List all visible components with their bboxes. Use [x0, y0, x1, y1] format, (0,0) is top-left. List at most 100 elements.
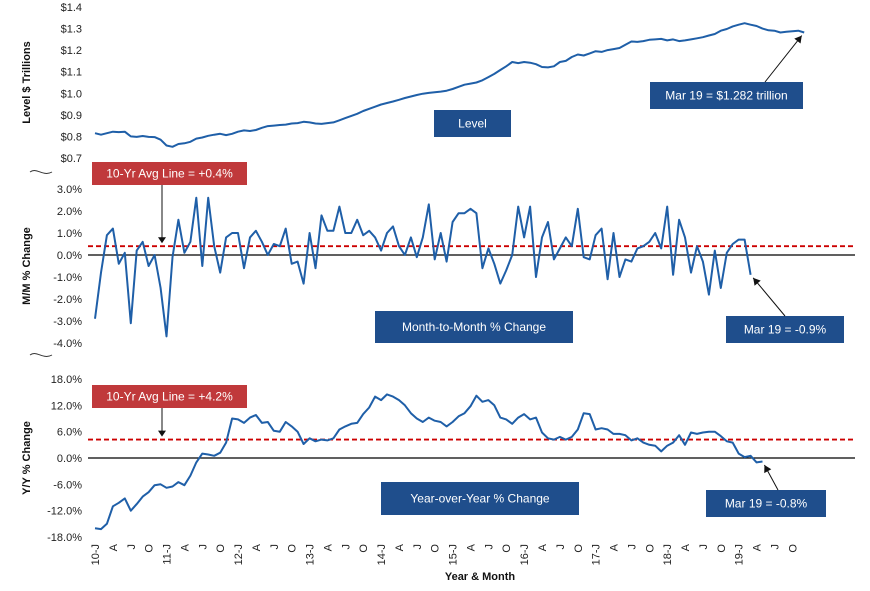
x-tick-label: O	[287, 544, 299, 553]
y-tick-label: $0.9	[61, 110, 82, 122]
series-label-box	[375, 311, 573, 343]
x-tick-label: 11-J	[162, 544, 174, 565]
x-tick-label: O	[644, 544, 656, 553]
y-axis-title: M/M % Change	[21, 227, 33, 305]
y-axis-title: Y/Y % Change	[21, 421, 33, 495]
y-tick-label: $0.7	[61, 153, 82, 165]
latest-value-callout-box	[706, 490, 826, 517]
x-tick-label: 14-J	[376, 544, 388, 565]
series-label: Level	[458, 117, 487, 131]
x-tick-label: 16-J	[519, 544, 531, 565]
x-tick-label: A	[537, 543, 549, 551]
latest-value-callout: Mar 19 = $1.282 trillion	[665, 89, 787, 103]
x-tick-label: 19-J	[734, 544, 746, 565]
y-tick-label: -1.0%	[53, 272, 82, 284]
x-tick-label: A	[322, 543, 334, 551]
x-tick-label: 18-J	[662, 544, 674, 565]
month-to-month-panel: 3.0% 2.0% 1.0% 0.0% -1.0% -2.0% -3.0% -4.0% M/M …	[21, 162, 855, 357]
x-tick-label: A	[609, 543, 621, 551]
callout-arrow-head	[753, 277, 761, 286]
y-tick-label: $1.3	[61, 24, 82, 36]
x-tick-label: 13-J	[305, 544, 317, 565]
x-tick-label: A	[251, 543, 263, 551]
callout-arrow-shaft	[764, 35, 803, 83]
x-tick-label: O	[787, 544, 799, 553]
y-tick-label: 1.0%	[57, 228, 82, 240]
x-tick-label: A	[680, 543, 692, 551]
year-over-year-panel: 18.0% 12.0% 6.0% 0.0% -6.0% -12.0% -18.0% Y/Y %…	[21, 374, 855, 544]
callout-arrow-head	[764, 465, 772, 474]
y-tick-label: -6.0%	[53, 479, 82, 491]
x-tick-label: J	[197, 544, 209, 550]
latest-value-callout-box	[726, 316, 844, 343]
y-tick-label: 2.0%	[57, 206, 82, 218]
y-tick-label: -18.0%	[47, 532, 82, 544]
y-tick-label: $0.8	[61, 131, 82, 143]
x-axis: 10-J A J O 11-J A J O 12-J A J O 13-J A J O 14-J A J O 15-J A…	[90, 543, 799, 583]
level-panel: $1.4 $1.3 $1.2 $1.1 $1.0 $0.9 $0.8 $0.7 Level $ …	[21, 2, 805, 174]
y-tick-label: -3.0%	[53, 316, 82, 328]
x-tick-label: J	[126, 544, 138, 550]
series-line	[94, 22, 805, 148]
x-tick-label: O	[430, 544, 442, 553]
callout-arrow-shaft	[752, 277, 786, 317]
x-tick-label: O	[215, 544, 227, 553]
x-tick-label: 15-J	[448, 544, 460, 565]
y-tick-label: 3.0%	[57, 184, 82, 196]
x-tick-label: 12-J	[233, 544, 245, 565]
x-tick-label: J	[698, 544, 710, 550]
axis-break-mark	[29, 353, 53, 357]
latest-value-callout: Mar 19 = -0.9%	[744, 323, 827, 337]
y-tick-label: -2.0%	[53, 294, 82, 306]
y-tick-label: -12.0%	[47, 506, 82, 518]
y-tick-label: -4.0%	[53, 338, 82, 350]
series-line	[94, 393, 763, 531]
x-tick-label: J	[555, 544, 567, 550]
y-tick-label: $1.2	[61, 45, 82, 57]
y-tick-label: 12.0%	[51, 400, 82, 412]
x-tick-label: A	[752, 543, 764, 551]
y-tick-label: 0.0%	[57, 453, 82, 465]
x-tick-label: O	[501, 544, 513, 553]
x-tick-label: A	[108, 543, 120, 551]
latest-value-callout-box	[650, 82, 803, 109]
x-tick-label: O	[573, 544, 585, 553]
x-axis-title: Year & Month	[445, 571, 516, 583]
x-tick-label: J	[769, 544, 781, 550]
y-tick-label: 6.0%	[57, 427, 82, 439]
y-tick-label: $1.1	[61, 67, 82, 79]
x-tick-label: A	[394, 543, 406, 551]
y-axis-title: Level $ Trillions	[21, 41, 33, 124]
axis-break-mark	[29, 170, 53, 174]
average-label-box	[92, 162, 247, 185]
series-line	[94, 196, 752, 338]
x-tick-label: A	[179, 543, 191, 551]
y-tick-label: $1.0	[61, 88, 82, 100]
average-arrow-head	[158, 237, 166, 244]
series-label: Month-to-Month % Change	[402, 320, 546, 334]
series-label-box	[381, 482, 579, 515]
average-arrow-head	[158, 430, 166, 437]
average-label: 10-Yr Avg Line = +0.4%	[106, 167, 233, 181]
x-tick-label: O	[716, 544, 728, 553]
x-tick-label: 17-J	[591, 544, 603, 565]
x-tick-label: J	[340, 544, 352, 550]
average-label: 10-Yr Avg Line = +4.2%	[106, 390, 233, 404]
y-tick-label: $1.4	[61, 2, 82, 14]
x-tick-label: 10-J	[90, 544, 102, 565]
y-tick-label: 0.0%	[57, 250, 82, 262]
y-tick-label: 18.0%	[51, 374, 82, 386]
callout-arrow-head	[794, 35, 802, 44]
series-label-box	[434, 110, 511, 137]
x-tick-label: J	[269, 544, 281, 550]
x-tick-label: O	[144, 544, 156, 553]
series-label: Year-over-Year % Change	[410, 492, 550, 506]
x-tick-label: O	[358, 544, 370, 553]
average-label-box	[92, 385, 247, 408]
latest-value-callout: Mar 19 = -0.8%	[725, 497, 808, 511]
x-tick-label: J	[483, 544, 495, 550]
x-tick-label: A	[465, 543, 477, 551]
x-tick-label: J	[626, 544, 638, 550]
x-tick-label: J	[412, 544, 424, 550]
